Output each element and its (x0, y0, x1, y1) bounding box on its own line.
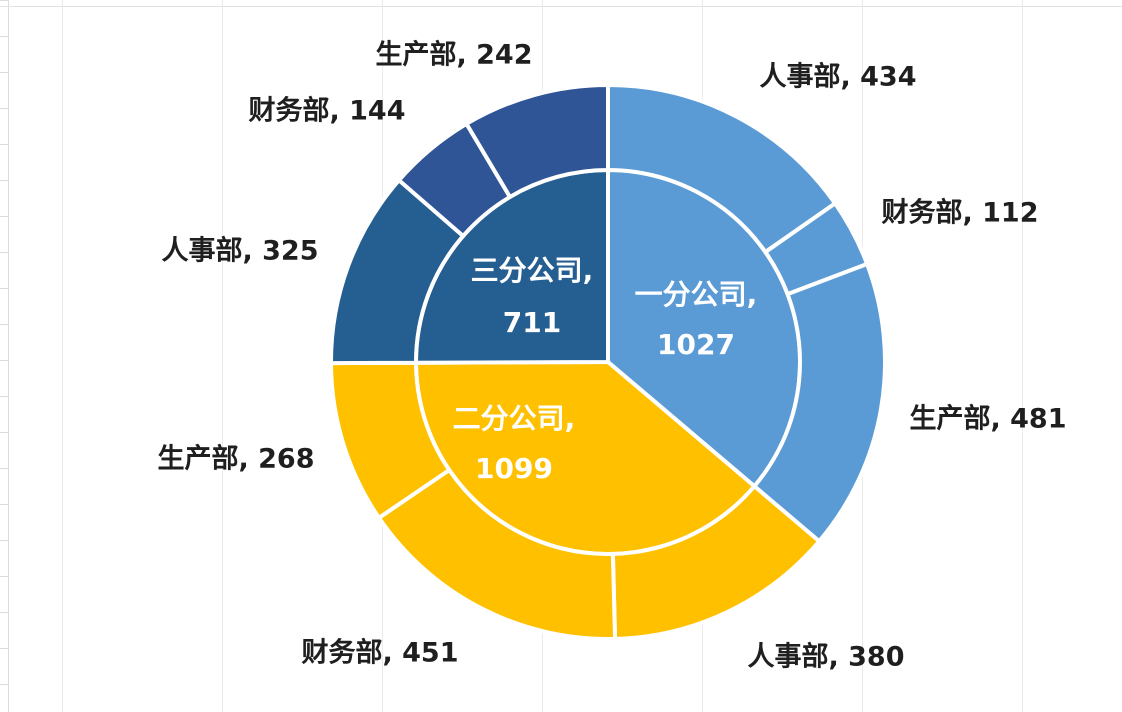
outer-slice-label-3: 生产部, 481 (909, 403, 1066, 435)
outer-slice-label-6: 生产部, 268 (157, 443, 314, 475)
outer-slice-label-2: 财务部, 112 (881, 197, 1038, 229)
inner-slice-label-3: 三分公司, (471, 254, 594, 287)
inner-ring (414, 168, 802, 556)
outer-ring-labels: 人事部, 434 财务部, 112 生产部, 481 人事部, 380 财务部, 451… (157, 39, 1066, 673)
outer-slice-label-1: 人事部, 434 (759, 61, 916, 93)
inner-ring-labels: 一分公司, 1027 二分公司, 1099 三分公司, 711 (453, 254, 758, 485)
inner-slice-value-2: 1099 (475, 452, 553, 485)
inner-slice-value-3: 711 (503, 306, 561, 339)
outer-slice-label-9: 生产部, 242 (375, 39, 532, 71)
outer-slice-label-5: 财务部, 451 (301, 637, 458, 669)
inner-slice-label-2: 二分公司, (453, 402, 576, 435)
outer-slice-label-4: 人事部, 380 (747, 641, 904, 673)
outer-slice-label-7: 人事部, 325 (161, 235, 318, 267)
spreadsheet-column-header (0, 0, 1122, 7)
outer-slice-9 (464, 83, 610, 199)
inner-slice-value-1: 1027 (657, 328, 735, 361)
outer-ring (329, 83, 887, 641)
spreadsheet-row-header (0, 0, 9, 712)
outer-slice-label-8: 财务部, 144 (248, 95, 405, 127)
inner-slice-label-1: 一分公司, (635, 278, 758, 311)
